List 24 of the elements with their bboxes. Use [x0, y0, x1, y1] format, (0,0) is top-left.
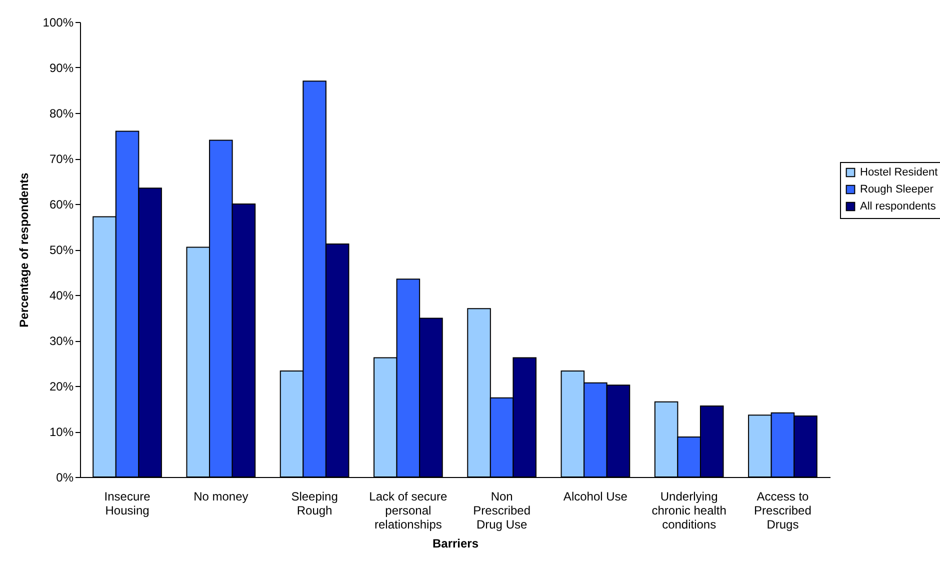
y-axis-title: Percentage of respondents — [16, 172, 31, 328]
legend-label: Rough Sleeper — [860, 184, 934, 196]
x-tick-label: Alcohol Use — [563, 490, 628, 504]
y-tick-label: 20% — [49, 380, 74, 394]
x-tick-label: Insecure Housing — [104, 490, 151, 518]
y-tick-label: 100% — [42, 16, 74, 30]
y-tick-label: 30% — [49, 334, 74, 348]
y-tick-label: 70% — [49, 152, 74, 166]
x-tick-label: Non Prescribed Drug Use — [473, 490, 530, 532]
y-tick-label: 40% — [49, 288, 74, 302]
x-tick-label: Underlying chronic health conditions — [652, 490, 726, 532]
x-axis-title: Barriers — [432, 536, 479, 550]
y-tick-label: 80% — [49, 106, 74, 120]
legend-label: Hostel Resident — [860, 166, 938, 178]
x-tick-label: No money — [194, 490, 248, 504]
x-tick-label: Lack of secure personal relationships — [369, 490, 448, 532]
x-tick-label: Access to Prescribed Drugs — [754, 490, 812, 532]
legend-label: All respondents — [860, 200, 936, 212]
y-tick-label: 60% — [49, 198, 74, 212]
y-tick-label: 0% — [56, 470, 74, 484]
x-tick-label: Sleeping Rough — [291, 490, 338, 518]
y-tick-label: 10% — [49, 425, 74, 439]
y-tick-label: 50% — [49, 243, 74, 257]
y-tick-label: 90% — [49, 61, 74, 75]
